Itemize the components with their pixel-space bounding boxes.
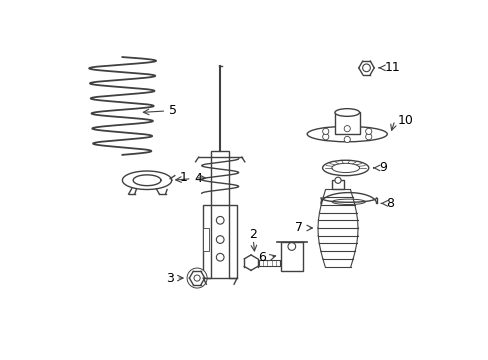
Text: 6: 6 (257, 251, 265, 264)
Bar (334, 112, 359, 134)
Circle shape (216, 236, 224, 243)
Ellipse shape (322, 160, 368, 176)
Bar (258, 260, 280, 266)
Text: 4: 4 (194, 172, 202, 185)
Circle shape (344, 136, 349, 143)
Text: 11: 11 (384, 61, 399, 74)
Circle shape (216, 253, 224, 261)
Bar (229, 205, 237, 278)
Circle shape (334, 177, 341, 183)
Text: 8: 8 (386, 197, 394, 210)
Text: 5: 5 (168, 104, 176, 117)
Circle shape (362, 64, 369, 72)
Circle shape (365, 134, 371, 140)
Bar (210, 151, 229, 205)
Circle shape (322, 128, 328, 134)
Text: 7: 7 (295, 221, 303, 234)
Circle shape (344, 126, 349, 132)
Bar (203, 228, 209, 251)
Text: 3: 3 (166, 271, 174, 284)
Text: 1: 1 (179, 171, 187, 184)
Circle shape (187, 268, 207, 288)
Text: 9: 9 (378, 161, 386, 175)
Circle shape (365, 128, 371, 134)
Circle shape (287, 243, 295, 250)
Bar (331, 180, 344, 189)
Circle shape (322, 134, 328, 140)
Circle shape (216, 216, 224, 224)
Circle shape (194, 275, 200, 281)
Ellipse shape (306, 126, 386, 142)
Ellipse shape (334, 109, 359, 116)
Text: 10: 10 (396, 114, 412, 127)
Text: 2: 2 (249, 228, 257, 240)
Bar (203, 205, 210, 278)
Bar (281, 242, 302, 271)
